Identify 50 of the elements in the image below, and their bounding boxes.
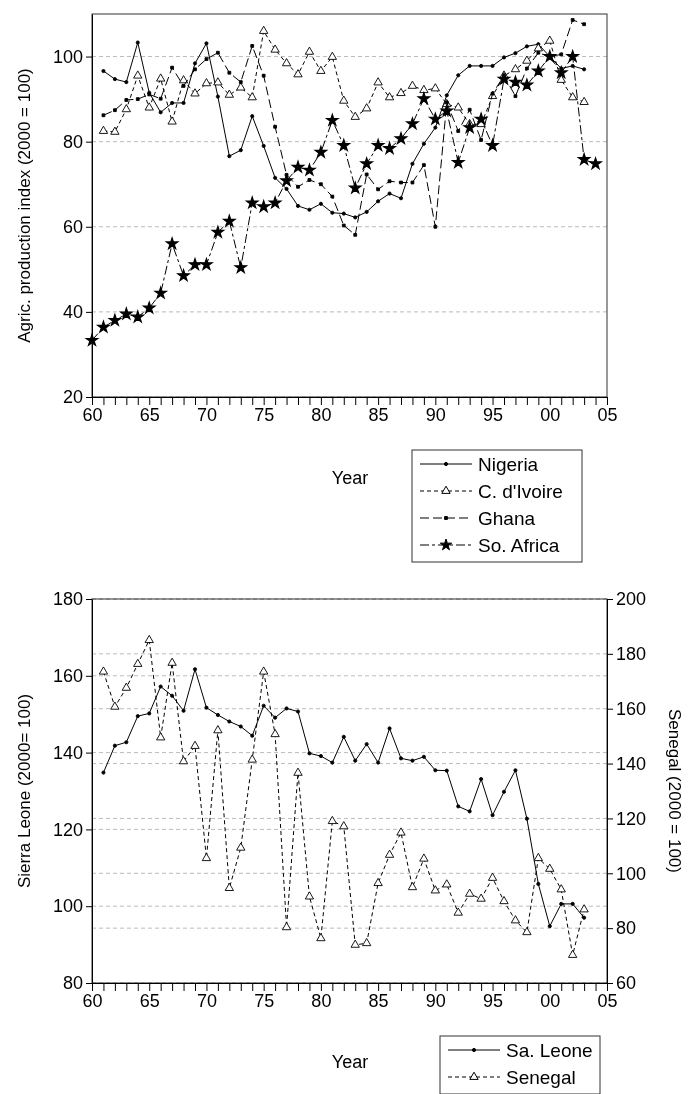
x-tick-label: 05 — [597, 990, 618, 1011]
y-tick-label: 20 — [62, 387, 83, 408]
y-tick-label: 120 — [52, 819, 83, 840]
x-tick-label: 65 — [139, 990, 160, 1011]
y2-tick-label: 60 — [616, 973, 637, 994]
legend-label: So. Africa — [478, 535, 560, 556]
y2-axis-title: Senegal (2000 = 100) — [665, 709, 684, 873]
x-tick-label: 80 — [311, 404, 332, 425]
legend-label: Ghana — [478, 508, 536, 529]
y2-tick-label: 120 — [616, 808, 647, 829]
x-tick-label: 00 — [540, 404, 561, 425]
x-tick-label: 65 — [139, 404, 160, 425]
x-tick-label: 85 — [368, 404, 389, 425]
x-tick-label: 90 — [425, 404, 446, 425]
y-tick-label: 60 — [62, 217, 83, 238]
legend-label: C. d'Ivoire — [478, 481, 563, 502]
y-axis-title: Sierra Leone (2000= 100) — [15, 693, 34, 889]
y-axis-title: Agric. production index (2000 = 100) — [15, 68, 34, 343]
x-tick-label: 00 — [540, 990, 561, 1011]
y2-tick-label: 180 — [616, 644, 647, 665]
x-tick-label: 70 — [196, 990, 217, 1011]
y2-tick-label: 100 — [616, 863, 647, 884]
y-tick-label: 140 — [52, 742, 83, 763]
x-tick-label: 95 — [483, 404, 504, 425]
x-tick-label: 60 — [82, 404, 103, 425]
legend-label: Senegal — [506, 1067, 576, 1088]
y-tick-label: 40 — [62, 302, 83, 323]
y-tick-label: 160 — [52, 666, 83, 687]
x-axis-title: Year — [331, 1052, 369, 1072]
x-axis-title: Year — [331, 468, 369, 488]
y-tick-label: 80 — [62, 973, 83, 994]
y2-tick-label: 140 — [616, 753, 647, 774]
x-tick-label: 90 — [425, 990, 446, 1011]
x-tick-label: 60 — [82, 990, 103, 1011]
x-tick-label: 75 — [254, 404, 275, 425]
legend-label: Sa. Leone — [506, 1040, 593, 1061]
x-tick-label: 70 — [196, 404, 217, 425]
x-tick-label: 95 — [483, 990, 504, 1011]
legend-label: Nigeria — [478, 454, 539, 475]
y-tick-label: 80 — [62, 131, 83, 152]
x-tick-label: 85 — [368, 990, 389, 1011]
x-tick-label: 80 — [311, 990, 332, 1011]
y2-tick-label: 160 — [616, 698, 647, 719]
y2-tick-label: 80 — [616, 918, 637, 939]
y-tick-label: 180 — [52, 589, 83, 610]
x-tick-label: 75 — [254, 990, 275, 1011]
y2-tick-label: 200 — [616, 589, 647, 610]
y-tick-label: 100 — [52, 46, 83, 67]
y-tick-label: 100 — [52, 896, 83, 917]
x-tick-label: 05 — [597, 404, 618, 425]
